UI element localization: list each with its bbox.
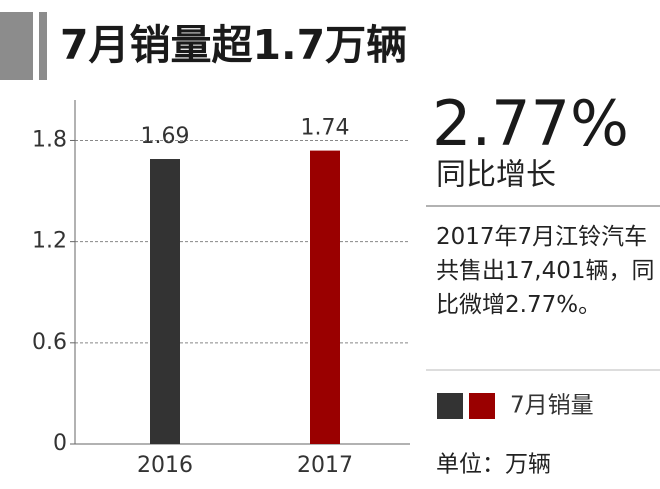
description: 2017年7月江铃汽车共售出17,401辆，同比微增2.77%。 (436, 224, 655, 318)
value-label: 1.69 (141, 124, 190, 149)
legend-label: 7月销量 (510, 393, 594, 419)
legend-swatch (469, 393, 495, 419)
x-tick-label: 2017 (297, 453, 353, 478)
y-tick-label: 0 (53, 431, 67, 456)
y-tick-label: 1.8 (32, 127, 67, 152)
unit-label: 单位：万辆 (436, 452, 551, 478)
chart-title: 7月销量超1.7万辆 (60, 21, 407, 69)
x-tick-label: 2016 (137, 453, 193, 478)
header-block (0, 12, 33, 80)
bar (310, 150, 340, 444)
legend-swatch (437, 393, 463, 419)
bar (150, 159, 180, 445)
y-tick-label: 0.6 (32, 330, 67, 355)
highlight-value: 2.77% (432, 87, 629, 160)
value-label: 1.74 (301, 116, 350, 141)
highlight-label: 同比增长 (436, 158, 556, 193)
y-tick-label: 1.2 (32, 229, 67, 254)
header-bar (39, 12, 47, 80)
